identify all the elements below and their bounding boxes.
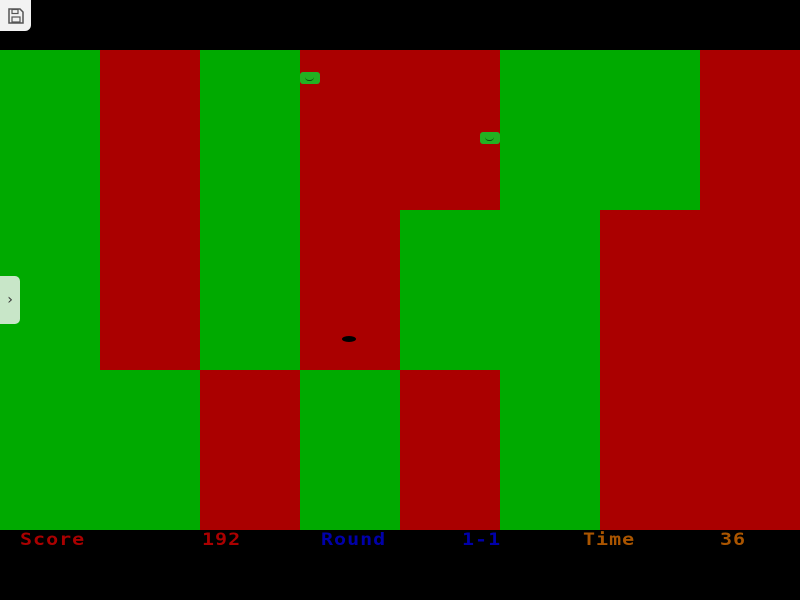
board-cell-green [500, 210, 600, 370]
board-cell-red [700, 370, 800, 530]
score-value: 192 [202, 528, 242, 550]
board-cell-red [600, 370, 700, 530]
score-label: Score [20, 528, 86, 550]
board-cell-red [700, 50, 800, 210]
board-cell-red [100, 50, 200, 210]
board-cell-red [300, 210, 400, 370]
board-cell-red [700, 210, 800, 370]
round-label: Round [321, 528, 387, 550]
player-bug [342, 336, 356, 342]
floppy-disk-icon [7, 7, 24, 24]
board-cell-green [200, 50, 300, 210]
board-cell-green [200, 210, 300, 370]
side-panel-toggle[interactable]: › [0, 276, 20, 324]
board-cell-green [0, 370, 100, 530]
board-cell-green [300, 370, 400, 530]
board-cell-green [0, 50, 100, 210]
time-label: Time [583, 528, 636, 550]
enemy-smiley [480, 132, 500, 144]
board-cell-red [100, 210, 200, 370]
save-button[interactable] [0, 0, 31, 31]
board-cell-green [500, 370, 600, 530]
game-board[interactable] [0, 50, 800, 530]
board-cell-green [100, 370, 200, 530]
status-bar: Score 192 Round 1-1 Time 36 [0, 530, 800, 550]
board-cell-green [400, 210, 500, 370]
chevron-right-icon: › [5, 292, 15, 308]
board-cell-green [500, 50, 600, 210]
board-cell-red [400, 370, 500, 530]
board-cell-red [200, 370, 300, 530]
round-value: 1-1 [462, 528, 502, 550]
board-cell-red [600, 210, 700, 370]
board-cell-red [400, 50, 500, 210]
enemy-smiley [300, 72, 320, 84]
board-cell-green [600, 50, 700, 210]
time-value: 36 [720, 528, 747, 550]
